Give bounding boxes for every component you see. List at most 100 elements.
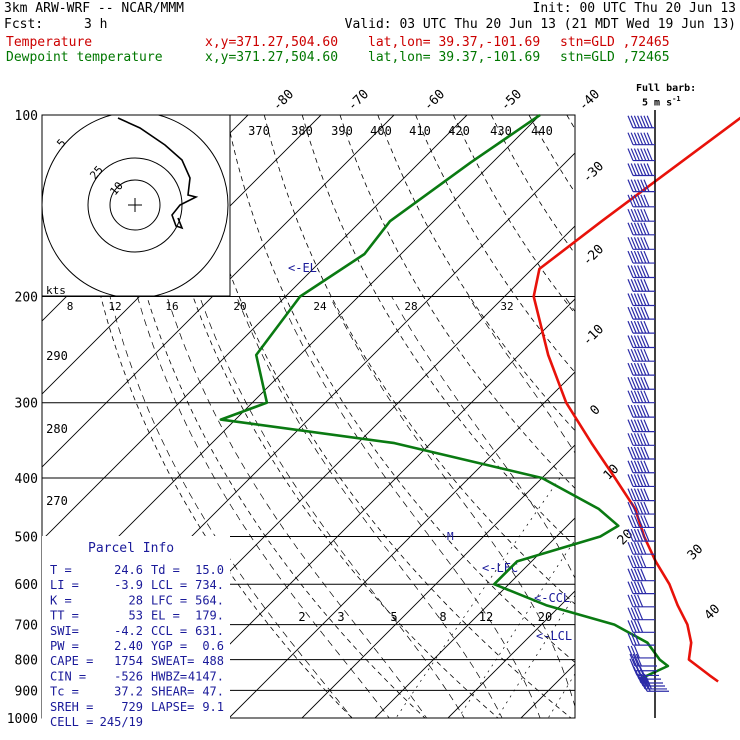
mixing-ratio-label-5: 5: [390, 610, 397, 624]
wind-barb-flag: [637, 335, 644, 348]
pressure-label-700: 700: [15, 619, 38, 634]
parcel-row-value: 729: [121, 700, 143, 714]
isotherm: [447, 590, 575, 718]
wind-barb: [627, 320, 655, 334]
full-barb-units-text: 5 m s: [642, 97, 673, 109]
hodograph-ring: [42, 115, 229, 296]
wind-barb: [627, 208, 655, 222]
wind-barb-flag: [630, 208, 637, 222]
wind-barb-flag: [630, 362, 637, 376]
wind-barb-flag: [643, 115, 650, 129]
wind-barb-flag: [627, 163, 634, 176]
hodograph-inner: [42, 115, 229, 296]
wind-barb-flag: [643, 265, 650, 278]
wind-barb-flag: [633, 541, 640, 555]
wind-barb-flag: [637, 306, 644, 320]
wind-barb-flag: [640, 446, 647, 460]
parcel-row-value2: 47.: [202, 685, 224, 699]
wind-barb: [627, 148, 655, 162]
mixing-ratio-line: [590, 478, 740, 731]
annotation-m: M: [447, 530, 454, 543]
wind-barb-flag: [640, 250, 647, 264]
wind-barb-flag: [627, 645, 634, 659]
parcel-info-title: Parcel Info: [88, 541, 174, 556]
parcel-row-label: CAPE =: [50, 654, 93, 668]
wind-barb-flag: [637, 419, 644, 432]
wind-barb-flag: [627, 390, 634, 403]
parcel-row-value2: 4147.: [188, 669, 224, 683]
wind-barb-flag: [643, 362, 650, 376]
parcel-row-value: 37.2: [114, 685, 143, 699]
wind-barb-flag: [633, 377, 640, 390]
wind-barb-flag: [630, 306, 637, 320]
wind-barb-flag: [633, 320, 640, 334]
wind-barb-flag: [637, 568, 644, 581]
pressure-label-600: 600: [15, 578, 38, 593]
wind-barb-flag: [633, 632, 640, 646]
legend-temperature-stn: stn=GLD ,72465: [560, 35, 670, 50]
wind-barb-flag: [627, 528, 634, 542]
wind-barb-flag: [627, 250, 634, 264]
wind-barb-flag: [640, 348, 647, 362]
wind-barb-flag: [637, 250, 644, 264]
wind-barb-flag: [643, 222, 650, 236]
wind-barb-flag: [645, 676, 652, 690]
parcel-row-value: 1754: [114, 654, 143, 668]
moist-adiabat: [166, 296, 428, 718]
wind-barb-flag: [640, 163, 647, 176]
theta-label-380: 380: [291, 124, 313, 138]
speed-label-16: 16: [165, 300, 178, 313]
wind-barb-flag: [635, 670, 642, 684]
wind-barb-flag: [643, 250, 650, 264]
wind-barb: [627, 179, 655, 193]
fcst-value: 3 h: [84, 17, 108, 32]
wind-barb-flag: [640, 293, 647, 306]
wind-barb-flag: [643, 433, 650, 446]
full-barb-units-sup: -1: [672, 95, 681, 103]
moist-adiabat: [278, 296, 541, 718]
wind-barb: [627, 645, 655, 659]
wind-barb: [627, 581, 655, 595]
isotherm-label--70: -70: [345, 87, 372, 114]
wind-barb-flag: [637, 194, 644, 208]
wind-barb-flag: [640, 132, 647, 145]
wind-barb-flag: [633, 179, 640, 192]
annotation-lfc: <-LFC: [482, 561, 518, 575]
parcel-row-value: 2.40: [114, 639, 143, 653]
wind-barb-flag: [627, 541, 634, 555]
wind-barb-flag: [637, 488, 644, 501]
wind-barb-flag: [630, 581, 637, 594]
dry-adiabat: [226, 115, 575, 663]
wind-barb-flag: [627, 474, 634, 487]
mixing-ratio-line: [695, 478, 740, 731]
wind-barb-flag: [627, 278, 634, 292]
wind-barb-flag: [633, 607, 640, 620]
parcel-row-value: 245/19: [100, 715, 143, 729]
wind-barb-flag: [637, 222, 644, 236]
moist-adiabat: [137, 296, 390, 718]
wind-barb-flag: [637, 148, 644, 161]
wind-barb-flag: [640, 278, 647, 292]
wind-barb-flag: [630, 645, 637, 659]
wind-barb-flag: [646, 132, 653, 145]
theta-label-400: 400: [370, 124, 392, 138]
wind-barb-flag: [637, 515, 644, 528]
parcel-row-value: 24.6: [114, 563, 143, 577]
pressure-label-800: 800: [15, 654, 38, 669]
wind-barb-flag: [630, 568, 637, 581]
dry-adiabat: [339, 115, 575, 489]
wind-barb-flag: [640, 362, 647, 376]
wind-barb-flag: [633, 474, 640, 487]
wind-barb-flag: [637, 555, 644, 568]
dry-adiabat: [415, 115, 575, 374]
isotherm-label--40: -40: [576, 87, 603, 114]
pressure-label-400: 400: [15, 472, 38, 487]
moist-adiabat: [681, 297, 740, 731]
parcel-row-value: -526: [114, 669, 143, 683]
wind-barb: [627, 222, 655, 236]
wind-barb-flag: [637, 620, 644, 633]
mixing-ratio-label-20: 20: [538, 610, 552, 624]
isotherm-label-0: 0: [587, 402, 603, 418]
wind-barb-flag: [627, 348, 634, 362]
parcel-row-label: T =: [50, 563, 72, 577]
